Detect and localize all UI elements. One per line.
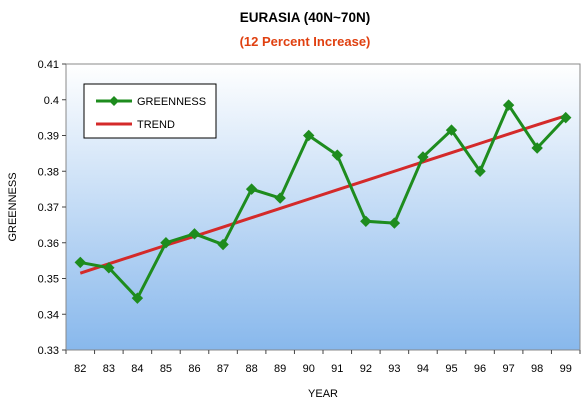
x-tick-label: 95 (445, 363, 457, 375)
greenness-point (388, 217, 401, 229)
greenness-point (74, 256, 86, 269)
y-axis-label: GREENNESS (7, 172, 19, 241)
x-tick-label: 86 (188, 363, 200, 375)
x-tick-label: 94 (417, 363, 429, 375)
x-tick-label: 90 (303, 363, 315, 375)
greenness-line (80, 103, 567, 300)
greenness-point (217, 238, 229, 251)
x-tick-label: 83 (103, 363, 115, 375)
greenness-point (360, 215, 372, 228)
y-tick-label: 0.35 (38, 274, 59, 286)
greenness-point (474, 165, 486, 177)
greenness-point (274, 192, 286, 204)
y-tick-label: 0.41 (38, 59, 59, 71)
greenness-point (303, 129, 315, 142)
legend-greenness-marker (109, 96, 119, 106)
x-axis-ticks: 82 83 84 85 86 87 88 89 90 91 92 93 94 95 96 97 98 99 (65, 350, 581, 375)
series-trend (79, 114, 567, 275)
legend-greenness-label: GREENNESS (137, 96, 206, 108)
x-tick-label: 98 (531, 363, 543, 375)
x-tick-label: 85 (160, 363, 172, 375)
greenness-point (331, 149, 343, 161)
greenness-point (245, 183, 258, 195)
y-tick-label: 0.34 (38, 309, 59, 321)
x-tick-label: 91 (331, 363, 343, 375)
greenness-point (417, 151, 429, 163)
y-tick-label: 0.38 (38, 166, 59, 178)
legend-box (83, 83, 217, 139)
greenness-point (502, 99, 515, 111)
y-tick-label: 0.36 (38, 238, 59, 250)
x-tick-label: 88 (245, 363, 257, 375)
y-tick-label: 0.37 (38, 202, 59, 214)
greenness-point (188, 228, 201, 240)
x-tick-label: 84 (131, 363, 143, 375)
y-axis-ticks: 0.33 0.34 0.35 0.36 0.37 0.38 0.39 0.4 0.41 (38, 59, 66, 357)
y-tick-label: 0.4 (44, 95, 59, 107)
x-axis-label: YEAR (308, 388, 338, 400)
greenness-point (445, 124, 458, 136)
greenness-point (160, 237, 172, 249)
x-tick-label: 82 (74, 363, 86, 375)
greenness-point (560, 111, 572, 124)
x-tick-label: 92 (360, 363, 372, 375)
x-tick-label: 87 (217, 363, 229, 375)
chart-subtitle: (12 Percent Increase) (240, 34, 371, 49)
x-tick-label: 99 (560, 363, 572, 375)
x-tick-label: 97 (502, 363, 514, 375)
greenness-point (131, 292, 144, 304)
greenness-point (103, 262, 115, 274)
x-tick-label: 93 (388, 363, 400, 375)
legend: GREENNESS TREND (83, 83, 217, 139)
y-tick-label: 0.39 (38, 131, 59, 143)
legend-trend-label: TREND (137, 119, 175, 131)
x-tick-label: 96 (474, 363, 486, 375)
series-greenness (74, 99, 572, 304)
y-tick-label: 0.33 (38, 345, 59, 357)
trend-line (79, 114, 567, 275)
greenness-point (531, 142, 543, 154)
x-tick-label: 89 (274, 363, 286, 375)
chart-title: EURASIA (40N~70N) (240, 10, 370, 25)
